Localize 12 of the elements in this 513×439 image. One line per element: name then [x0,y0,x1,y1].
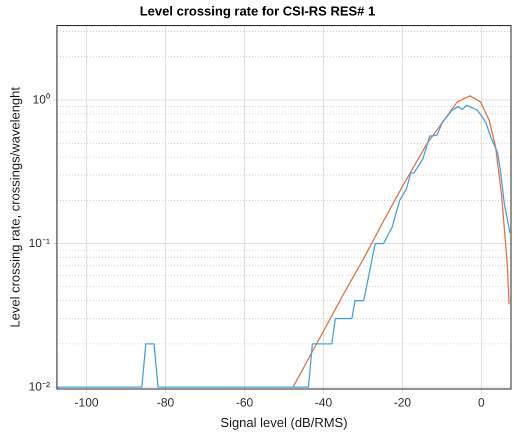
y-axis-title: Level crossing rate, crossings/wavelenght [7,86,22,328]
x-axis-title: Signal level (dB/RMS) [220,414,348,430]
chart-title: Level crossing rate for CSI-RS RES# 1 [140,3,376,18]
x-tick-label: 0 [478,396,486,410]
y-tick-label: 10⁰ [32,92,50,106]
x-tick-label: -20 [394,396,412,410]
x-tick-label: -100 [74,396,99,410]
x-tick-label: -80 [156,396,175,410]
x-tick-label: -60 [236,396,254,410]
y-tick-label: 10⁻² [28,379,50,394]
y-tick-label: 10⁻¹ [28,236,50,250]
x-tick-label: -40 [314,396,332,410]
